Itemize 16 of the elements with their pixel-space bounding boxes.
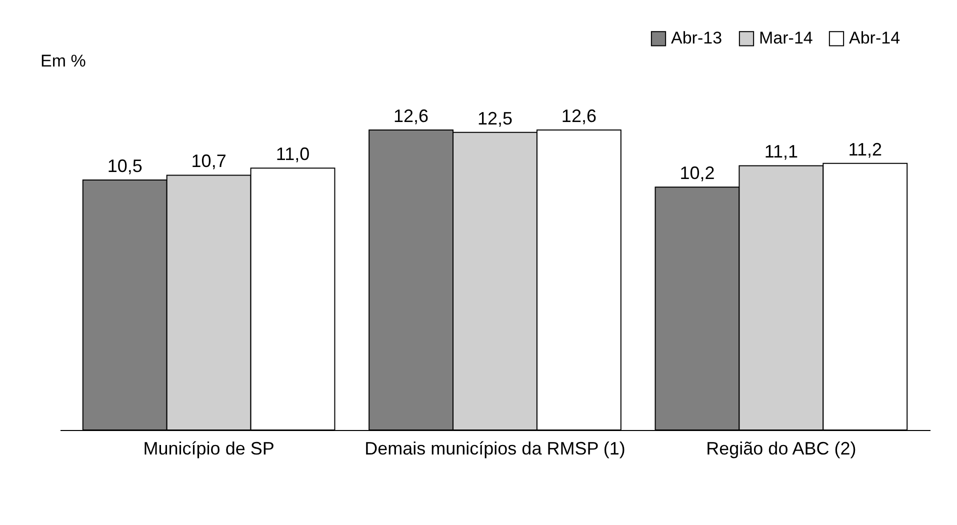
x-tick-label: Município de SP: [143, 438, 274, 458]
data-label: 10,7: [191, 151, 226, 172]
data-label: 12,5: [477, 108, 513, 128]
legend-label: Abr-14: [849, 28, 900, 48]
y-axis-title: Em %: [40, 52, 86, 70]
legend-label: Abr-13: [671, 28, 722, 48]
legend-label: Mar-14: [759, 28, 813, 48]
data-label: 10,5: [107, 156, 142, 176]
data-label: 11,0: [276, 144, 310, 164]
data-label: 12,6: [561, 106, 596, 126]
data-label: 11,2: [848, 139, 882, 160]
data-label: 11,1: [764, 142, 798, 162]
x-tick-label: Demais municípios da RMSP (1): [364, 438, 626, 458]
data-label: 12,6: [394, 106, 429, 126]
data-label: 10,2: [680, 163, 715, 184]
x-tick-label: Região do ABC (2): [706, 438, 856, 458]
